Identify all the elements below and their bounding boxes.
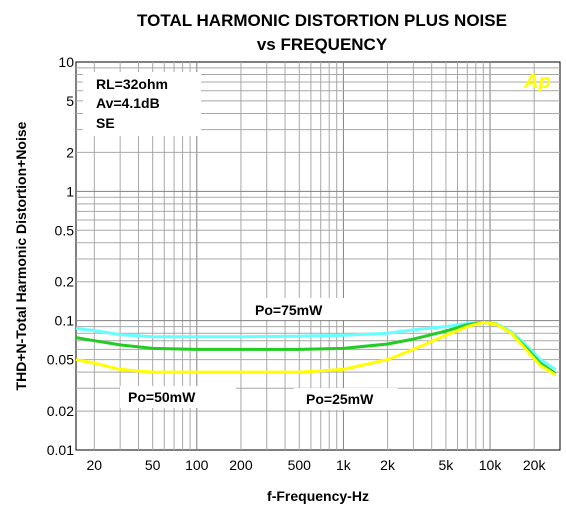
x-axis-label: f-Frequency-Hz	[267, 488, 369, 504]
condition-mode: SE	[96, 115, 115, 131]
label-bg-po25	[294, 388, 398, 410]
series-layer	[75, 320, 557, 377]
x-tick-labels: 20 50 100 200 500 1k 2k 5k 10k 20k	[87, 457, 547, 473]
x-tick-label: 500	[288, 457, 312, 473]
ap-logo: Ap	[523, 71, 551, 93]
y-axis-label: THD+N-Total Harmonic Distortion+Noise	[13, 121, 29, 390]
conditions-box	[83, 72, 201, 136]
x-tick-label: 50	[145, 457, 161, 473]
y-tick-label: 0.1	[55, 313, 75, 329]
x-tick-label: 1k	[336, 457, 352, 473]
y-tick-label: 0.01	[47, 442, 74, 458]
y-tick-label: 0.2	[55, 274, 75, 290]
x-tick-label: 10k	[479, 457, 503, 473]
series-label-po50: Po=50mW	[128, 389, 196, 405]
x-tick-label: 20	[87, 457, 103, 473]
chart-title-line-2: vs FREQUENCY	[257, 35, 388, 54]
condition-load: RL=32ohm	[96, 76, 168, 92]
y-tick-label: 2	[66, 144, 74, 160]
y-tick-label: 0.05	[47, 352, 74, 368]
y-tick-label: 10	[58, 54, 74, 70]
y-tick-label: 5	[66, 93, 74, 109]
label-bg-po50	[120, 386, 236, 408]
x-tick-label: 2k	[380, 457, 396, 473]
chart-title-line-1: TOTAL HARMONIC DISTORTION PLUS NOISE	[137, 11, 507, 30]
series-label-po25: Po=25mW	[306, 391, 374, 407]
x-tick-label: 100	[185, 457, 209, 473]
x-tick-label: 20k	[523, 457, 547, 473]
x-tick-label: 200	[229, 457, 253, 473]
y-tick-label: 0.02	[47, 403, 74, 419]
y-tick-label: 1	[66, 183, 74, 199]
y-tick-labels: 10 5 2 1 0.5 0.2 0.1 0.05 0.02 0.01	[47, 54, 74, 458]
label-bg-po75	[245, 298, 349, 320]
series-line-2	[75, 320, 557, 377]
condition-gain: Av=4.1dB	[96, 95, 160, 111]
x-tick-label: 5k	[439, 457, 455, 473]
y-tick-label: 0.5	[55, 222, 75, 238]
series-label-po75: Po=75mW	[255, 302, 323, 318]
